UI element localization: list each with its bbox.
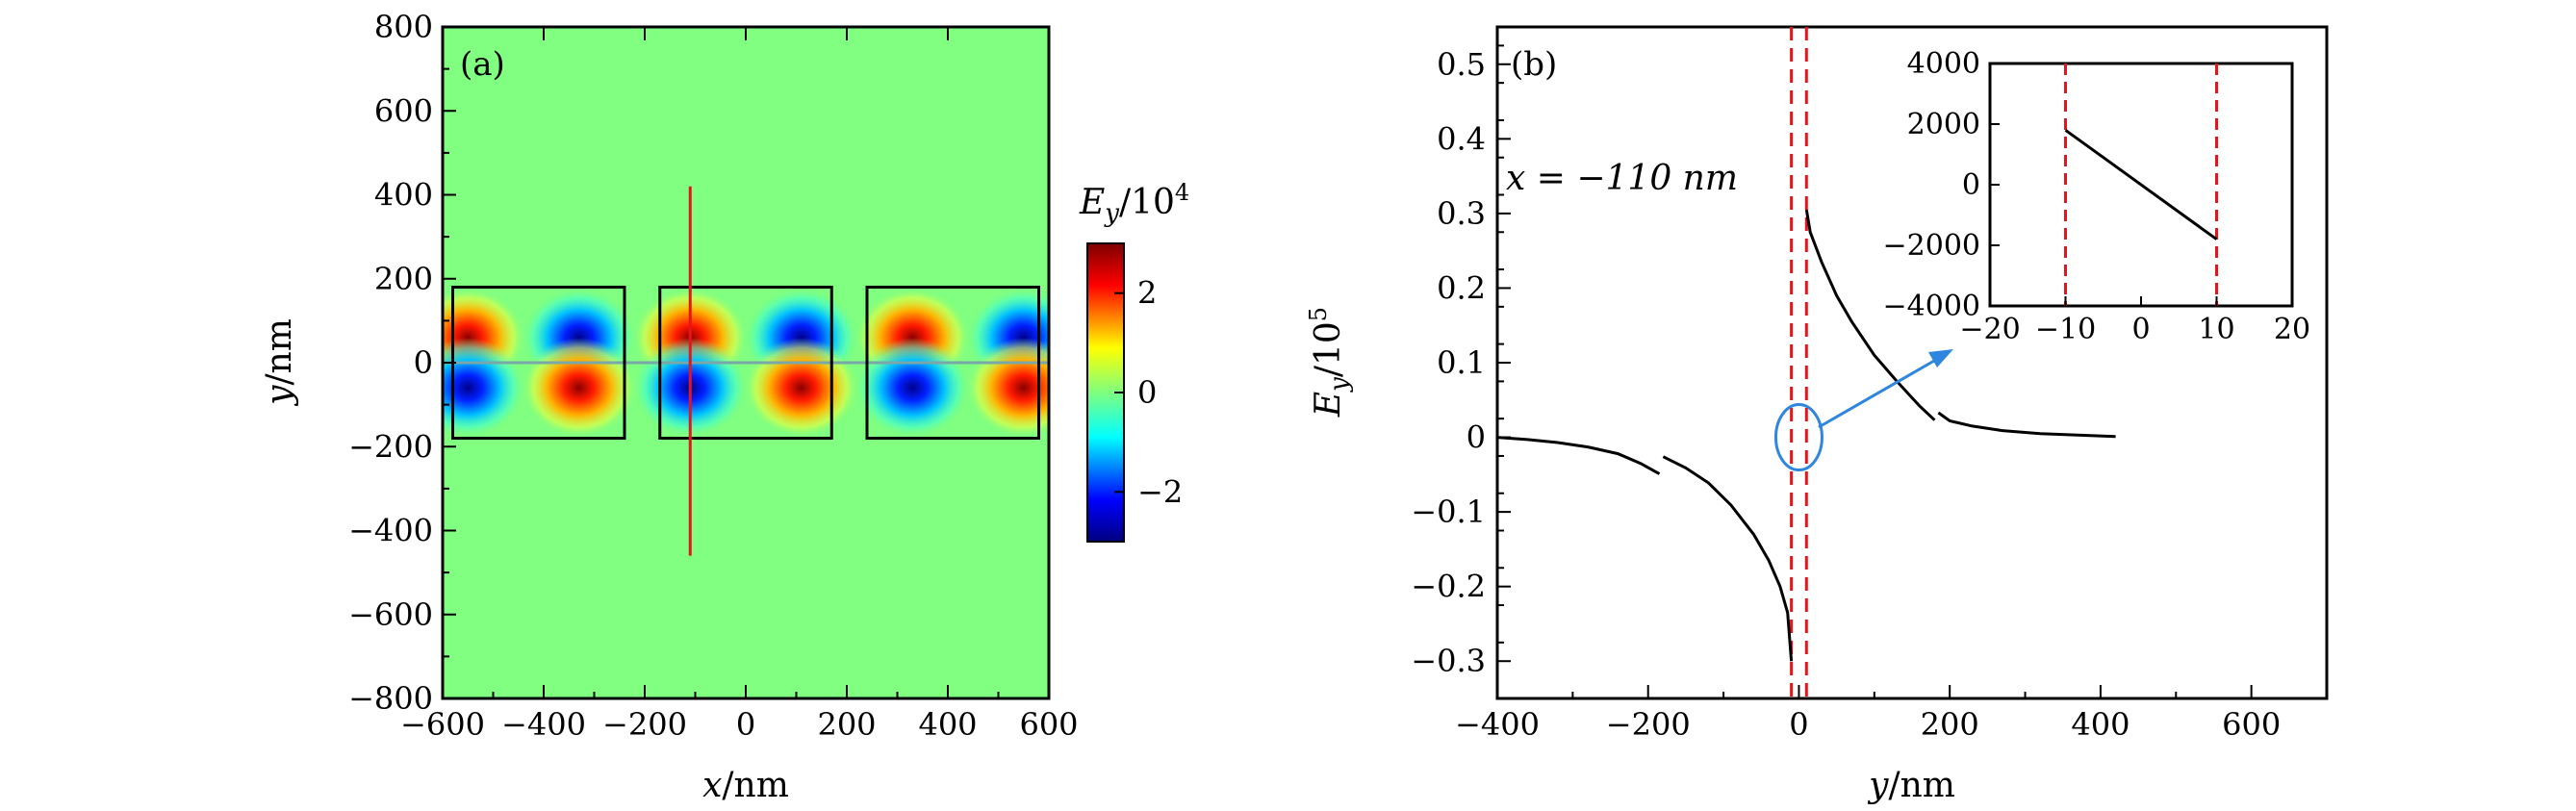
colorbar: Ey/104 2 0 −2	[1079, 179, 1189, 543]
inset-y-tick-label: 4000	[1907, 47, 1980, 81]
field-lobe-bottom	[854, 338, 971, 438]
x-tick-label-a: 200	[817, 706, 876, 743]
annotation-x-value: x = −110 nm	[1506, 159, 1738, 198]
y-tick-label-b: 0.1	[1437, 344, 1486, 381]
y-tick-label-a: 200	[374, 261, 433, 297]
zoom-highlight-ellipse	[1773, 403, 1824, 472]
field-lobe-bottom	[743, 338, 859, 438]
y-tick-label-b: 0.4	[1437, 120, 1486, 157]
x-tick-label-b: −400	[1455, 706, 1540, 743]
inset-plot: −20 −10 0 10 20 4000 2000 0 −2000 −4000	[1883, 47, 2311, 346]
panel-label-b: (b)	[1511, 45, 1557, 84]
field-curve-segment	[1662, 455, 1794, 662]
y-tick-label-a: 400	[374, 177, 433, 214]
colorbar-tick-label: −2	[1137, 473, 1183, 510]
x-axis-label-b: y/nm	[1867, 766, 1955, 805]
inset-y-tick-label: 2000	[1907, 108, 1980, 141]
x-tick-label-b: 0	[1789, 706, 1808, 743]
y-tick-label-a: −400	[348, 513, 433, 549]
panel-a-heatmap: −600 −400 −200 0 200 400 600 −800−600−400−2000…	[260, 9, 1189, 805]
y-axis-label-b: Ey/105	[1305, 307, 1354, 418]
structure-rectangle	[658, 285, 833, 441]
structure-rectangle	[865, 285, 1040, 441]
y-tick-label-b: −0.3	[1411, 643, 1486, 679]
y-tick-label-b: 0	[1467, 419, 1486, 456]
y-tick-label-b: 0.2	[1437, 269, 1486, 306]
panel-label-a: (a)	[460, 45, 505, 84]
zoom-arrow-line	[1818, 359, 1935, 429]
y-tick-label-a: −800	[348, 680, 433, 717]
colorbar-label: Ey/104	[1079, 179, 1189, 228]
field-curve-segment	[1497, 436, 1661, 475]
y-tick-label-b: −0.1	[1411, 494, 1486, 530]
inset-x-tick-label: −10	[2035, 313, 2096, 346]
inset-y-tick-label: −4000	[1883, 290, 1980, 323]
x-tick-label-a: −400	[501, 706, 586, 743]
y-tick-label-a: 800	[374, 9, 433, 45]
x-tick-label-a: −600	[400, 706, 485, 743]
inset-x-tick-label: 20	[2274, 313, 2310, 346]
x-axis-label-a: x/nm	[702, 766, 789, 805]
x-tick-label-a: 400	[918, 706, 977, 743]
x-tick-label-b: −200	[1606, 706, 1691, 743]
inset-y-tick-label: −2000	[1883, 229, 1980, 263]
field-lobe-bottom	[521, 338, 637, 438]
y-tick-label-b: 0.3	[1437, 195, 1486, 232]
y-tick-label-a: −200	[348, 428, 433, 465]
x-tick-label-b: 600	[2222, 706, 2281, 743]
inset-y-tick-label: 0	[1962, 168, 1980, 202]
x-tick-label-a: 600	[1019, 706, 1078, 743]
colorbar-tick-label: 2	[1137, 275, 1157, 312]
colorbar-tick-label: 0	[1137, 374, 1157, 411]
field-curve-segment	[1937, 411, 2116, 439]
panel-b-line: −400 −200 0 200 400 600 −0.3−0.2−0.100.10.20.…	[1305, 25, 2329, 805]
x-tick-label-b: 400	[2071, 706, 2130, 743]
x-tick-label-b: 200	[1921, 706, 1979, 743]
inset-x-tick-label: −20	[1959, 313, 2020, 346]
y-tick-label-a: −600	[348, 596, 433, 633]
x-tick-label-a: −200	[602, 706, 687, 743]
x-tick-label-a: 0	[736, 706, 755, 743]
field-lobe-bottom	[965, 338, 1049, 438]
y-axis-label-a: y/nm	[260, 318, 299, 407]
y-tick-label-b: 0.5	[1437, 46, 1486, 83]
zoom-arrow-head	[1928, 349, 1953, 367]
y-tick-label-a: 0	[414, 344, 433, 381]
inset-x-tick-label: 10	[2198, 313, 2234, 346]
y-tick-label-a: 600	[374, 92, 433, 129]
y-tick-label-b: −0.2	[1411, 569, 1486, 605]
inset-x-tick-label: 0	[2131, 313, 2150, 346]
inset-field-curve	[2064, 129, 2218, 241]
field-curve-segment	[1804, 209, 1936, 421]
